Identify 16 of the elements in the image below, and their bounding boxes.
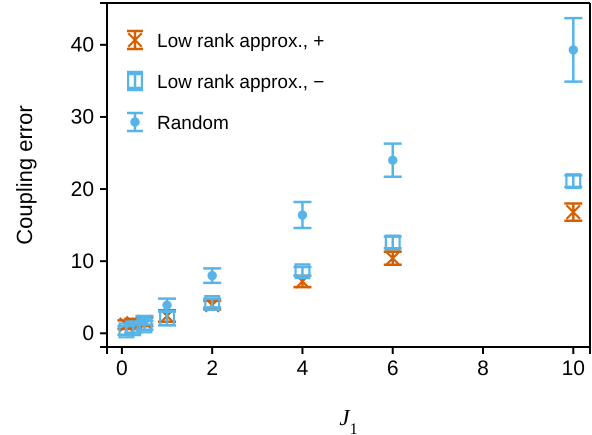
y-tick-label: 40 [70, 34, 94, 57]
x-tick-label: 6 [386, 356, 399, 380]
y-tick-label: 10 [70, 250, 94, 273]
x-tick-label: 2 [206, 356, 218, 380]
x-tick-label: 0 [116, 356, 128, 380]
legend-label: Low rank approx., + [157, 31, 324, 52]
x-tick-label: 10 [562, 356, 585, 380]
x-tick-label: 4 [296, 356, 309, 380]
legend-label: Random [157, 113, 229, 134]
legend-label: Low rank approx., − [157, 72, 324, 93]
y-tick-label: 30 [70, 106, 94, 129]
x-axis-title: J$_{1}$ [339, 405, 358, 435]
y-tick-label: 20 [70, 178, 94, 201]
y-axis-title: Coupling error [12, 105, 37, 245]
y-tick-label: 0 [82, 322, 94, 346]
x-tick-label: 8 [477, 356, 489, 380]
